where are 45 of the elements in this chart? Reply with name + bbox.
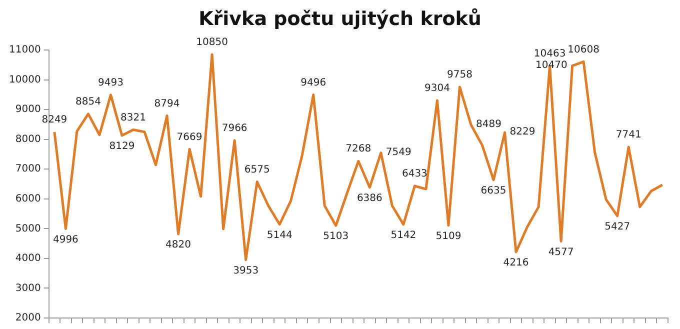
data-label: 8229 [510, 126, 536, 138]
data-label: 8489 [476, 118, 502, 130]
y-tick-label: 6000 [15, 193, 41, 204]
y-tick-label: 8000 [15, 134, 41, 145]
data-label: 7966 [222, 122, 248, 134]
data-label: 3953 [233, 265, 259, 276]
data-label: 6433 [402, 168, 428, 180]
data-label: 4216 [503, 258, 529, 269]
data-label: 7549 [386, 146, 412, 158]
data-label: 7741 [616, 130, 642, 141]
y-tick-label: 11000 [9, 44, 41, 56]
data-label: 4820 [166, 240, 192, 251]
y-tick-label: 3000 [15, 282, 41, 294]
data-label: 5427 [604, 222, 630, 233]
data-label: 6635 [480, 186, 506, 197]
y-tick-label: 9000 [15, 104, 41, 116]
data-label: 6386 [356, 192, 382, 204]
data-label: 8794 [154, 98, 180, 110]
data-label: 7268 [346, 144, 372, 155]
data-label: 5103 [323, 231, 349, 242]
data-label: 5144 [266, 230, 292, 241]
y-tick-label: 2000 [15, 312, 41, 324]
data-label: 8854 [75, 96, 101, 108]
data-label: 5142 [390, 230, 416, 242]
data-label: 6575 [244, 164, 270, 176]
data-label: 10470 [535, 60, 568, 71]
y-tick-label: 4000 [15, 253, 41, 264]
y-tick-label: 10000 [9, 74, 41, 86]
data-label: 9758 [447, 70, 472, 81]
data-label: 9304 [424, 83, 450, 94]
data-label: 8129 [109, 141, 135, 152]
data-label: 10850 [196, 37, 228, 48]
data-label: 10463 [534, 48, 566, 60]
data-label: 9493 [98, 77, 124, 88]
data-label: 4577 [548, 246, 574, 258]
data-label: 5109 [436, 231, 462, 242]
data-label: 8321 [120, 112, 146, 124]
data-label: 9496 [300, 77, 326, 88]
data-label: 4996 [52, 234, 78, 246]
y-tick-label: 7000 [15, 164, 41, 175]
data-label: 7669 [176, 132, 202, 143]
data-label: 8249 [42, 114, 68, 126]
chart-title: Křivka počtu ujitých kroků [198, 8, 482, 30]
data-label: 10608 [568, 44, 600, 56]
y-tick-label: 5000 [15, 223, 41, 234]
